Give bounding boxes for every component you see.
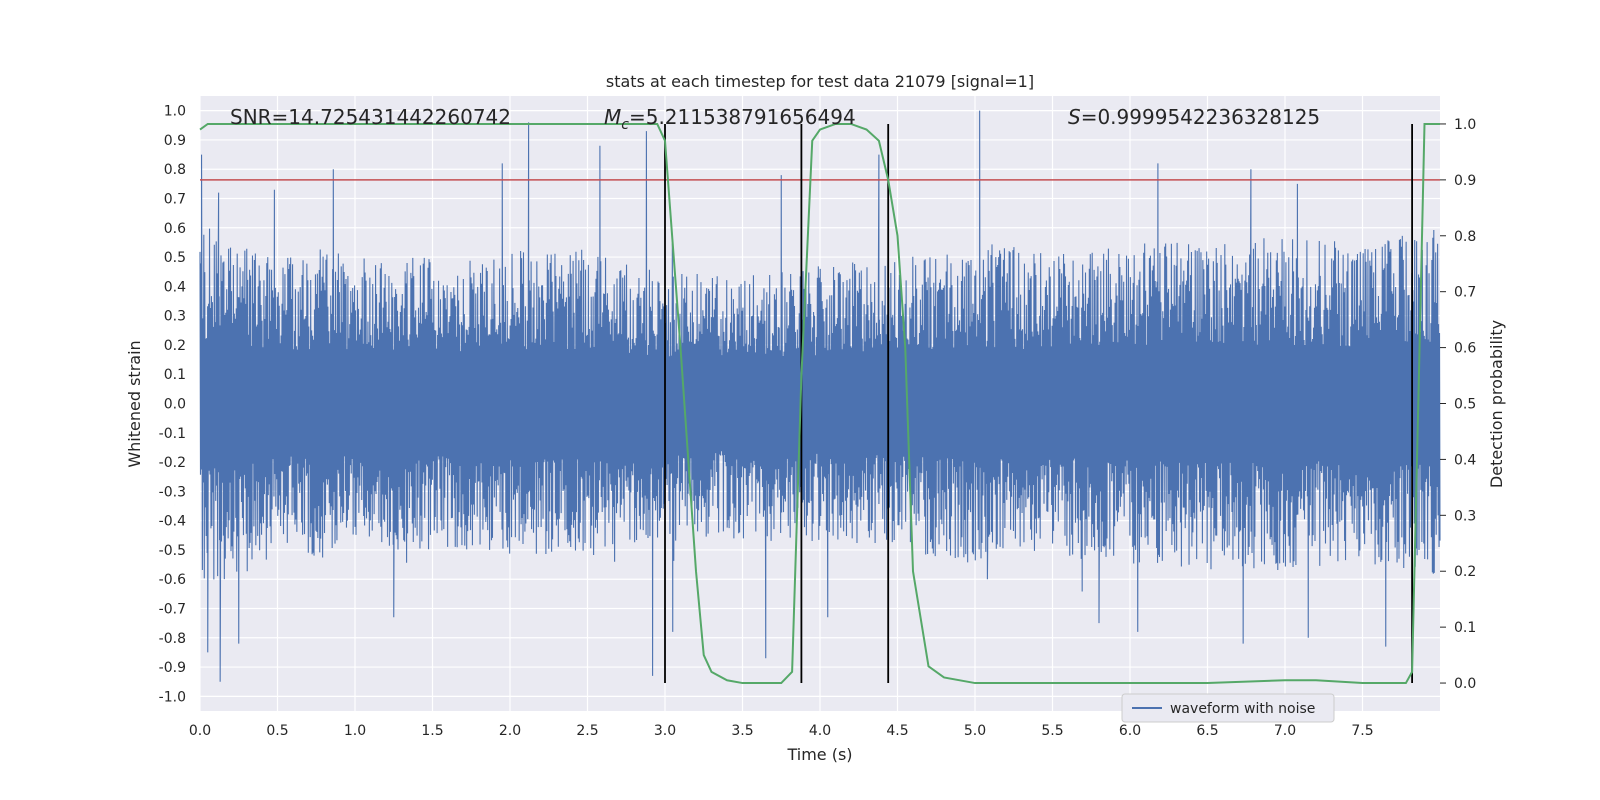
y-tick-label: -0.2 [159,455,186,471]
y-tick-label: -1.0 [159,689,186,705]
chart-title: stats at each timestep for test data 210… [606,72,1034,91]
y-tick-label: 0.7 [164,192,186,208]
x-tick-label: 1.0 [344,723,366,739]
y-tick-label: -0.3 [159,484,186,500]
s-value: =0.9999542236328125 [1081,105,1320,129]
x-tick-label: 3.5 [731,723,753,739]
y-tick-label: -0.6 [159,572,186,588]
s-annotation: S=0.9999542236328125 [1068,105,1320,129]
x-tick-label: 7.0 [1274,723,1296,739]
plot-area [199,110,1441,685]
y-tick-label: 0.0 [164,397,186,413]
chirp-mass-subscript: c [621,117,629,133]
chirp-mass-value: =5.211538791656494 [629,105,856,129]
y-tick-label: 0.5 [164,250,186,266]
x-tick-label: 0.5 [266,723,288,739]
legend-entry-waveform: waveform with noise [1170,701,1315,717]
y-tick-label: 1.0 [164,104,186,120]
legend: waveform with noise [1121,693,1335,723]
y-tick-label: 0.2 [164,338,186,354]
y2-tick-label: 0.0 [1454,676,1476,692]
y-ticks: 1.0 0.9 0.8 0.7 0.6 0.5 0.4 0.3 0.2 0.1 0.0 -0.1 -0.… [159,104,186,706]
y-tick-label: 0.3 [164,309,186,325]
x-tick-label: 4.5 [886,723,908,739]
y-tick-label: 0.8 [164,162,186,178]
snr-annotation: SNR=14.725431442260742 [230,105,511,129]
s-symbol: S [1068,105,1081,129]
y2-tick-label: 0.5 [1454,397,1476,413]
chirp-mass-symbol: M [604,105,621,129]
y-tick-label: -0.4 [159,514,186,530]
y2-ticks: 1.0 0.9 0.8 0.7 0.6 0.5 0.4 0.3 0.2 0.1 0.0 [1440,117,1476,692]
y2-tick-label: 0.6 [1454,341,1476,357]
y2-tick-label: 0.9 [1454,173,1476,189]
x-tick-label: 5.0 [964,723,986,739]
x-tick-label: 6.5 [1196,723,1218,739]
x-tick-label: 2.5 [576,723,598,739]
legend-box [1121,693,1335,723]
x-tick-label: 5.5 [1041,723,1063,739]
y2-tick-label: 1.0 [1454,117,1476,133]
y-tick-label: -0.5 [159,543,186,559]
y2-tick-label: 0.2 [1454,564,1476,580]
y2-tick-label: 0.1 [1454,620,1476,636]
y2-axis-label: Detection probability [1487,320,1506,488]
y2-tick-label: 0.8 [1454,229,1476,245]
y-tick-label: 0.4 [164,279,186,295]
y2-tick-label: 0.7 [1454,285,1476,301]
x-tick-label: 2.0 [499,723,521,739]
y2-tick-label: 0.4 [1454,452,1476,468]
waveform-series [199,110,1441,682]
x-tick-label: 1.5 [421,723,443,739]
y-tick-label: 0.6 [164,221,186,237]
detection-probability-series [199,122,1440,685]
y-axis-label: Whitened strain [125,340,144,467]
chirp-mass-annotation: Mc=5.211538791656494 [604,105,856,133]
x-axis-label: Time (s) [786,745,852,764]
x-tick-label: 0.0 [189,723,211,739]
x-tick-label: 4.0 [809,723,831,739]
x-ticks: 0.0 0.5 1.0 1.5 2.0 2.5 3.0 3.5 4.0 4.5 5.0 5.5 6.0 6… [189,723,1374,739]
y-tick-label: 0.9 [164,133,186,149]
x-tick-label: 6.0 [1119,723,1141,739]
x-tick-label: 7.5 [1351,723,1373,739]
y-tick-label: -0.8 [159,631,186,647]
y-tick-label: -0.1 [159,426,186,442]
y-tick-label: 0.1 [164,367,186,383]
y-tick-label: -0.7 [159,602,186,618]
y2-tick-label: 0.3 [1454,508,1476,524]
x-tick-label: 3.0 [654,723,676,739]
y-tick-label: -0.9 [159,660,186,676]
